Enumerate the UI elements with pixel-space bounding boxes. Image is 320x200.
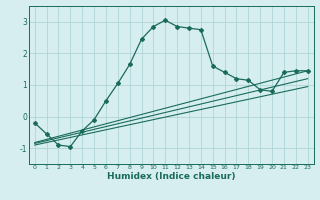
X-axis label: Humidex (Indice chaleur): Humidex (Indice chaleur) [107, 172, 236, 181]
